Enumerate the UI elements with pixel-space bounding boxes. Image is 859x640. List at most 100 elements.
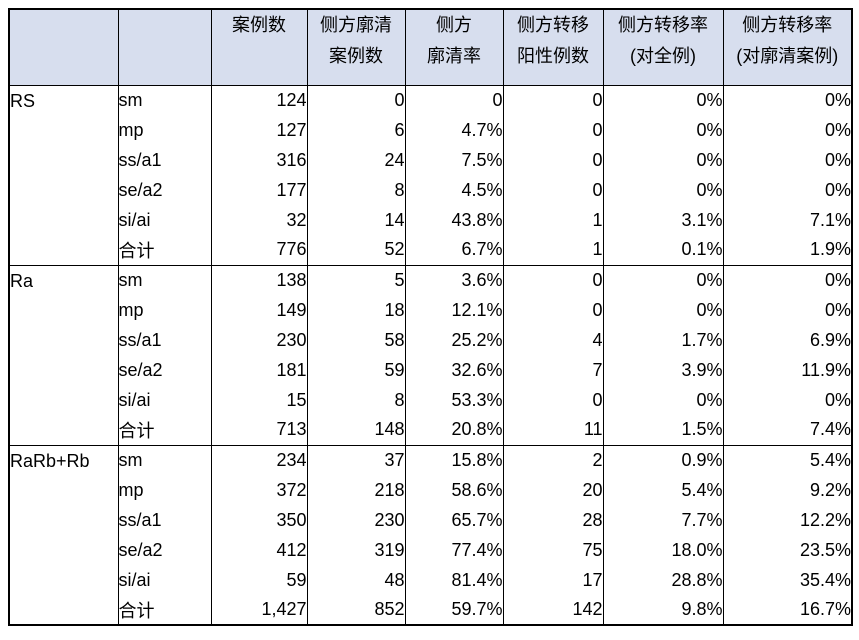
stage-label: ss/a1 <box>117 325 212 355</box>
cell-lateral_metastasis_positive_count: 0 <box>502 175 604 205</box>
header-text <box>119 10 210 41</box>
cell-case_count: 138 <box>210 265 308 295</box>
header-text: (对廓清案例) <box>736 46 839 66</box>
cell-lateral_metastasis_rate_all_cases: 1.7% <box>602 325 724 355</box>
cell-lateral_clearance_rate: 0 <box>404 85 504 115</box>
cell-case_count: 713 <box>210 415 308 445</box>
stage-label: sm <box>117 265 212 295</box>
cell-lateral_metastasis_rate_all_cases: 7.7% <box>602 505 724 535</box>
cell-lateral_clearance_case_count: 8 <box>306 175 406 205</box>
cell-lateral_metastasis_positive_count: 0 <box>502 295 604 325</box>
header-group-column <box>8 9 119 86</box>
cell-lateral_metastasis_rate_all_cases: 5.4% <box>602 475 724 505</box>
table-row: si/ai 59 48 81.4% 17 28.8% 35.4% <box>9 565 853 595</box>
table-header: 案例数 侧方廓清 案例数 侧方 廓清率 侧方转移 阳性例数 侧方转移率 ( <box>8 9 853 86</box>
header-lateral-clearance-rate: 侧方 廓清率 <box>404 9 504 86</box>
cell-lateral_clearance_case_count: 59 <box>306 355 406 385</box>
cell-lateral_clearance_case_count: 24 <box>306 145 406 175</box>
row-group: RaRb+Rb sm 234 37 15.8% 2 0.9% 5.4% mp 372 218 58.6… <box>8 445 853 625</box>
cell-lateral_clearance_rate: 58.6% <box>404 475 504 505</box>
table-row: si/ai 15 8 53.3% 0 0% 0% <box>9 385 853 415</box>
cell-lateral_metastasis_positive_count: 0 <box>502 385 604 415</box>
header-case-count: 案例数 <box>210 9 308 86</box>
table-row: ss/a1 230 58 25.2% 4 1.7% 6.9% <box>9 325 853 355</box>
cell-lateral_clearance_case_count: 52 <box>306 235 406 265</box>
stage-label: se/a2 <box>117 355 212 385</box>
cell-lateral_clearance_rate: 15.8% <box>404 445 504 475</box>
cell-case_count: 234 <box>210 445 308 475</box>
cell-lateral_metastasis_rate_clearance_cases: 35.4% <box>722 565 853 595</box>
cell-lateral_metastasis_positive_count: 0 <box>502 115 604 145</box>
cell-lateral_clearance_rate: 59.7% <box>404 595 504 625</box>
cell-lateral_metastasis_rate_all_cases: 0% <box>602 175 724 205</box>
cell-lateral_metastasis_positive_count: 2 <box>502 445 604 475</box>
stage-label: mp <box>117 475 212 505</box>
cell-lateral_metastasis_rate_all_cases: 0% <box>602 295 724 325</box>
header-stage-column <box>117 9 212 86</box>
cell-lateral_metastasis_rate_clearance_cases: 23.5% <box>722 535 853 565</box>
cell-lateral_metastasis_rate_all_cases: 3.1% <box>602 205 724 235</box>
row-group: Ra sm 138 5 3.6% 0 0% 0% mp 149 18 12.1% 0 0% 0% ss/a1 2… <box>8 265 853 445</box>
cell-case_count: 127 <box>210 115 308 145</box>
header-text: 侧方转移率 <box>742 15 833 35</box>
cell-lateral_metastasis_rate_clearance_cases: 0% <box>722 295 853 325</box>
cell-case_count: 316 <box>210 145 308 175</box>
cell-lateral_metastasis_rate_clearance_cases: 1.9% <box>722 235 853 265</box>
cell-lateral_clearance_rate: 12.1% <box>404 295 504 325</box>
stage-label: mp <box>117 115 212 145</box>
cell-lateral_clearance_case_count: 319 <box>306 535 406 565</box>
statistics-table: 案例数 侧方廓清 案例数 侧方 廓清率 侧方转移 阳性例数 侧方转移率 ( <box>8 8 853 626</box>
header-text <box>10 10 117 41</box>
header-text: 侧方 <box>436 15 472 35</box>
cell-case_count: 412 <box>210 535 308 565</box>
cell-lateral_metastasis_rate_clearance_cases: 16.7% <box>722 595 853 625</box>
stage-label: se/a2 <box>117 535 212 565</box>
cell-lateral_metastasis_positive_count: 7 <box>502 355 604 385</box>
stage-label: sm <box>117 445 212 475</box>
cell-lateral_metastasis_rate_clearance_cases: 0% <box>722 85 853 115</box>
cell-lateral_metastasis_positive_count: 4 <box>502 325 604 355</box>
cell-lateral_metastasis_rate_clearance_cases: 7.1% <box>722 205 853 235</box>
cell-lateral_metastasis_rate_clearance_cases: 6.9% <box>722 325 853 355</box>
table-row: mp 149 18 12.1% 0 0% 0% <box>9 295 853 325</box>
row-group: RS sm 124 0 0 0 0% 0% mp 127 6 4.7% 0 0% 0% ss/a1 316 24 7… <box>8 85 853 265</box>
stage-label: si/ai <box>117 205 212 235</box>
cell-lateral_metastasis_rate_clearance_cases: 0% <box>722 115 853 145</box>
cell-lateral_metastasis_rate_all_cases: 3.9% <box>602 355 724 385</box>
table-row: ss/a1 350 230 65.7% 28 7.7% 12.2% <box>9 505 853 535</box>
table-row: ss/a1 316 24 7.5% 0 0% 0% <box>9 145 853 175</box>
cell-lateral_metastasis_rate_all_cases: 0% <box>602 385 724 415</box>
header-text: (对全例) <box>630 46 696 66</box>
header-metastasis-rate-clearance: 侧方转移率 (对廓清案例) <box>722 9 853 86</box>
header-lateral-clearance-cases: 侧方廓清 案例数 <box>306 9 406 86</box>
cell-lateral_clearance_case_count: 37 <box>306 445 406 475</box>
cell-lateral_metastasis_rate_clearance_cases: 5.4% <box>722 445 853 475</box>
cell-lateral_clearance_rate: 65.7% <box>404 505 504 535</box>
header-text: 侧方廓清 <box>320 15 392 35</box>
cell-lateral_clearance_rate: 43.8% <box>404 205 504 235</box>
table-row: RS sm 124 0 0 0 0% 0% <box>8 85 853 265</box>
cell-lateral_metastasis_rate_clearance_cases: 0% <box>722 385 853 415</box>
cell-lateral_clearance_case_count: 0 <box>306 85 406 115</box>
cell-lateral_metastasis_positive_count: 75 <box>502 535 604 565</box>
table-row: RaRb+Rb sm 234 37 15.8% 2 0.9% 5.4% <box>8 445 853 625</box>
table-row: mp 127 6 4.7% 0 0% 0% <box>9 115 853 145</box>
cell-lateral_clearance_rate: 7.5% <box>404 145 504 175</box>
table-row: 合计 776 52 6.7% 1 0.1% 1.9% <box>9 235 853 265</box>
cell-case_count: 149 <box>210 295 308 325</box>
cell-lateral_clearance_case_count: 230 <box>306 505 406 535</box>
cell-case_count: 32 <box>210 205 308 235</box>
cell-lateral_clearance_case_count: 18 <box>306 295 406 325</box>
header-text: 廓清率 <box>427 46 481 66</box>
header-text: 侧方转移率 <box>618 15 708 35</box>
cell-lateral_clearance_rate: 32.6% <box>404 355 504 385</box>
cell-lateral_metastasis_rate_all_cases: 28.8% <box>602 565 724 595</box>
group-label: Ra <box>8 265 119 445</box>
cell-lateral_clearance_case_count: 48 <box>306 565 406 595</box>
cell-lateral_metastasis_rate_clearance_cases: 0% <box>722 145 853 175</box>
cell-lateral_clearance_case_count: 852 <box>306 595 406 625</box>
header-text <box>10 41 117 72</box>
cell-case_count: 177 <box>210 175 308 205</box>
header-text: 阳性例数 <box>517 46 589 66</box>
